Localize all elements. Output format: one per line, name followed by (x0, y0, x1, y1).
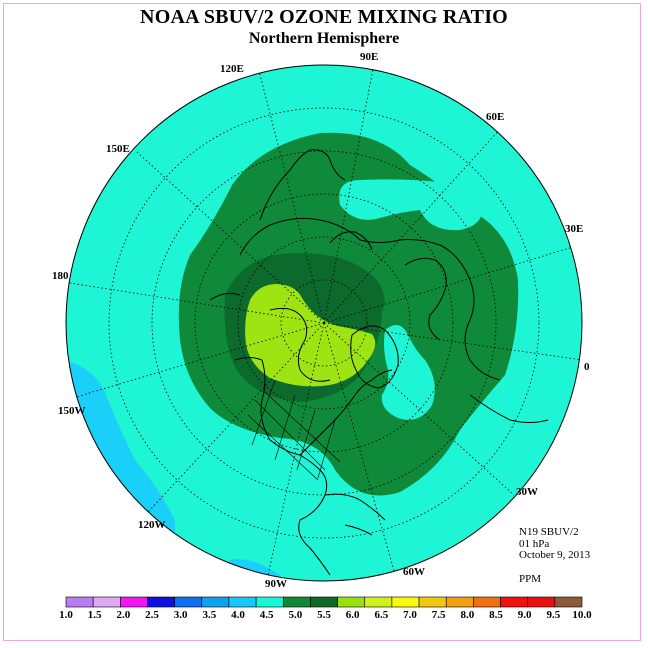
colorbar-tick-label: 7.5 (432, 609, 446, 621)
colorbar-tick-label: 2.5 (145, 609, 159, 621)
colorbar-tick-label: 1.0 (59, 609, 73, 621)
colorbar-swatch (255, 596, 284, 608)
info-date: October 9, 2013 (519, 549, 591, 561)
longitude-labels: 120E 90E 60E 150E 30E 180 0 150W 30W 120… (52, 51, 590, 590)
chart-subtitle: Northern Hemisphere (248, 30, 400, 47)
colorbar-tick-label: 6.0 (346, 609, 360, 621)
lon-label-0: 0 (584, 361, 590, 373)
info-instrument: N19 SBUV/2 (519, 526, 579, 538)
colorbar-tick-label: 8.5 (489, 609, 503, 621)
lon-label-120w: 120W (138, 519, 166, 531)
colorbar-swatch (282, 596, 311, 608)
coastlines (209, 149, 549, 576)
colorbar-tick-label: 3.0 (174, 609, 188, 621)
colorbar: 1.0 1.5 2.0 2.5 3.0 3.5 4.0 4.5 5.0 5.5 6.0 6.5 7.0 7… (59, 596, 592, 621)
colorbar-tick-label: 5.0 (288, 609, 302, 621)
colorbar-tick-label: 9.0 (518, 609, 532, 621)
colorbar-swatch (391, 596, 420, 608)
colorbar-tick-label: 9.5 (546, 609, 560, 621)
colorbar-swatch (120, 596, 148, 608)
colorbar-swatch (201, 596, 230, 608)
lon-label-90w: 90W (265, 578, 287, 590)
colorbar-tick-label: 6.5 (374, 609, 388, 621)
colorbar-swatch (65, 596, 94, 608)
lon-label-60w: 60W (403, 566, 425, 578)
contour-6-0-region (245, 284, 376, 387)
colorbar-tick-label: 8.0 (460, 609, 474, 621)
figure-frame (3, 3, 641, 641)
colorbar-swatch (337, 596, 366, 608)
lon-label-60e: 60E (486, 111, 504, 123)
colorbar-tick-label: 10.0 (572, 609, 592, 621)
colorbar-swatch (92, 596, 121, 608)
colorbar-swatch (445, 596, 474, 608)
colorbar-swatch (500, 596, 528, 608)
lon-label-120e: 120E (220, 63, 244, 75)
colorbar-swatch (554, 596, 583, 608)
info-level: 01 hPa (519, 538, 550, 550)
lon-label-90e: 90E (360, 51, 378, 63)
colorbar-swatch (473, 596, 501, 608)
colorbar-swatch (364, 596, 393, 608)
lon-label-30w: 30W (516, 486, 538, 498)
colorbar-tick-label: 4.5 (260, 609, 274, 621)
state-borders (247, 379, 341, 481)
lon-label-30e: 30E (565, 223, 583, 235)
lon-label-150w: 150W (58, 405, 86, 417)
info-units: PPM (519, 573, 542, 585)
colorbar-swatch (174, 596, 203, 608)
colorbar-swatch (147, 596, 175, 608)
latitude-circles (108, 107, 540, 539)
colorbar-swatch (228, 596, 257, 608)
contour-hole-north-east (339, 179, 483, 231)
colorbar-tick-label: 3.5 (202, 609, 216, 621)
meridians (69, 65, 582, 576)
colorbar-tick-label: 5.5 (317, 609, 331, 621)
contour-hole-east (381, 325, 435, 420)
colorbar-tick-label: 7.0 (403, 609, 417, 621)
map-boundary (65, 64, 583, 582)
lon-label-180: 180 (52, 270, 69, 282)
colorbar-tick-label: 4.0 (231, 609, 245, 621)
lon-label-150e: 150E (106, 143, 130, 155)
colorbar-swatch (418, 596, 447, 608)
chart-title: NOAA SBUV/2 OZONE MIXING RATIO (140, 6, 508, 28)
colorbar-tick-label: 1.5 (88, 609, 102, 621)
colorbar-swatch (527, 596, 556, 608)
colorbar-swatch (310, 596, 338, 608)
colorbar-tick-label: 2.0 (116, 609, 130, 621)
